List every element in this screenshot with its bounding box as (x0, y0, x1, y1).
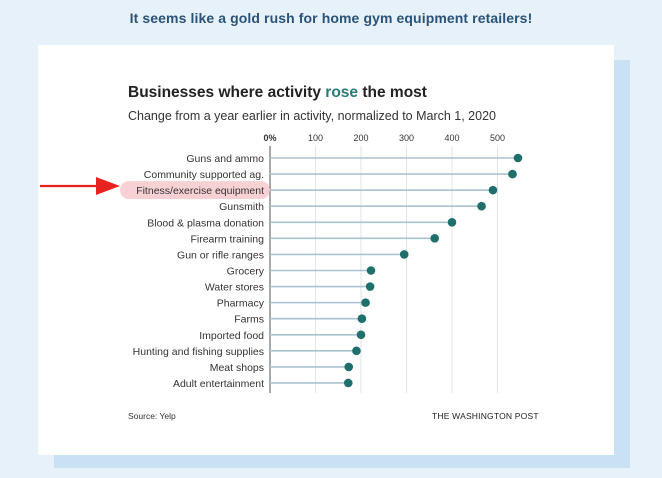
chart-title: Businesses where activity rose the most (128, 84, 427, 102)
category-label: Farms (234, 314, 264, 326)
category-label: Adult entertainment (173, 378, 264, 390)
data-point (343, 378, 353, 388)
data-point (477, 201, 486, 211)
category-label: Hunting and fishing supplies (133, 346, 264, 358)
category-label: Meat shops (210, 362, 264, 374)
source-note: Source: Yelp (128, 411, 176, 421)
chart-title-prefix: Businesses where activity (128, 84, 326, 101)
data-point (447, 217, 457, 227)
data-point (513, 153, 523, 163)
category-label: Fitness/exercise equipment (136, 185, 264, 197)
chart-subtitle: Change from a year earlier in activity, … (128, 109, 496, 123)
data-point (344, 362, 354, 372)
category-label: Firearm training (190, 233, 264, 245)
x-tick-label: 300 (399, 133, 414, 143)
credit: THE WASHINGTON POST (432, 411, 539, 421)
data-point (356, 330, 366, 340)
data-point (361, 298, 370, 307)
category-label: Blood & plasma donation (147, 217, 264, 229)
data-point (357, 314, 367, 324)
category-label: Water stores (205, 282, 264, 294)
data-point (430, 234, 440, 243)
category-label: Guns and ammo (186, 153, 264, 165)
arrow-annotation (38, 173, 122, 204)
data-point (399, 250, 409, 259)
headline: It seems like a gold rush for home gym e… (129, 10, 533, 26)
data-point (365, 282, 375, 291)
arrow-head-icon (96, 177, 120, 195)
category-label: Pharmacy (217, 298, 265, 310)
category-label: Gunsmith (219, 201, 264, 213)
category-label: Grocery (227, 265, 265, 277)
chart-card (38, 45, 614, 455)
data-point (508, 169, 517, 179)
x-tick-label: 400 (444, 133, 459, 143)
category-label: Community supported ag. (144, 169, 264, 181)
category-label: Imported food (199, 330, 264, 342)
category-label: Gun or rifle ranges (177, 249, 264, 261)
chart-title-highlight: rose (325, 84, 359, 101)
highlight-band (120, 181, 270, 200)
x-tick-label: 100 (308, 133, 323, 143)
chart-title-suffix: the most (358, 84, 427, 101)
x-tick-label: 500 (490, 133, 505, 143)
data-point (366, 266, 376, 275)
data-point (352, 346, 361, 356)
data-point (488, 185, 498, 195)
x-tick-label: 0% (263, 133, 276, 143)
x-tick-label: 200 (353, 133, 368, 143)
